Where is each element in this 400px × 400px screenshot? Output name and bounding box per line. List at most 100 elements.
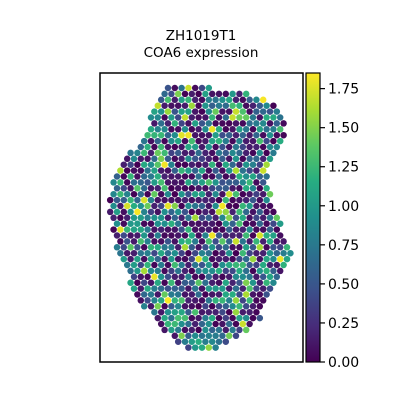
expression-spot	[212, 131, 219, 139]
expression-spot	[127, 196, 134, 204]
expression-spot	[151, 273, 158, 281]
expression-spot	[212, 332, 219, 340]
expression-spot	[198, 190, 206, 198]
expression-spot	[157, 190, 165, 198]
expression-spot	[181, 90, 189, 98]
expression-spot	[222, 114, 230, 121]
expression-spot	[161, 114, 168, 121]
expression-spot	[253, 179, 260, 186]
expression-spot	[287, 249, 294, 257]
expression-spot	[229, 279, 236, 286]
expression-spot	[164, 297, 172, 304]
expression-spot	[208, 244, 216, 251]
expression-spot	[174, 114, 182, 121]
expression-spot	[168, 279, 175, 286]
expression-spot	[185, 179, 192, 186]
expression-spot	[263, 232, 270, 239]
expression-spot	[164, 249, 172, 257]
expression-spot	[168, 314, 175, 322]
expression-spot	[195, 90, 202, 98]
expression-spot	[232, 155, 240, 163]
expression-spot	[249, 102, 257, 109]
expression-spot	[212, 320, 219, 328]
expression-spot	[205, 344, 213, 351]
expression-spot	[198, 320, 206, 328]
expression-spot	[164, 167, 172, 174]
expression-spot	[140, 149, 148, 157]
expression-spot	[168, 173, 175, 180]
expression-spot	[249, 173, 257, 180]
expression-spot	[219, 96, 226, 104]
expression-spot	[188, 102, 196, 109]
expression-spot	[168, 326, 175, 334]
expression-spot	[232, 190, 240, 198]
colorbar	[305, 72, 321, 363]
expression-spot	[181, 102, 189, 109]
expression-spot	[208, 196, 216, 204]
expression-spot	[185, 273, 192, 281]
expression-spot	[246, 249, 253, 257]
colorbar-tick-label: 1.50	[328, 121, 359, 137]
expression-spot	[151, 143, 158, 151]
expression-spot	[229, 102, 236, 109]
expression-spot	[212, 273, 219, 281]
expression-spot	[202, 255, 209, 263]
expression-spot	[198, 202, 206, 210]
expression-spot	[215, 314, 223, 322]
expression-spot	[191, 249, 199, 257]
expression-spot	[259, 167, 267, 174]
expression-spot	[249, 126, 257, 133]
expression-spot	[242, 126, 250, 133]
expression-spot	[256, 161, 264, 168]
expression-spot	[113, 220, 121, 227]
expression-spot	[246, 226, 253, 233]
expression-spot	[157, 120, 165, 127]
expression-spot	[178, 297, 185, 304]
expression-spot	[266, 226, 274, 233]
expression-spot	[120, 255, 128, 263]
expression-spot	[144, 214, 151, 222]
expression-spot	[229, 232, 236, 239]
expression-spot	[147, 279, 155, 286]
expression-spot	[266, 285, 274, 292]
expression-spot	[171, 261, 179, 269]
expression-spot	[195, 208, 202, 216]
expression-spot	[232, 108, 240, 115]
expression-spot	[147, 149, 155, 157]
expression-spot	[215, 232, 223, 239]
colorbar-tick-label: 0.25	[328, 316, 359, 332]
expression-spot	[188, 149, 196, 157]
expression-spot	[212, 167, 219, 174]
expression-spot	[188, 185, 196, 192]
expression-spot	[134, 279, 141, 286]
expression-spot	[181, 173, 189, 180]
expression-spot	[266, 214, 274, 222]
expression-spot	[191, 332, 199, 340]
expression-spot	[140, 244, 148, 251]
expression-spot	[273, 131, 281, 139]
expression-spot	[191, 179, 199, 186]
expression-spot	[205, 249, 213, 257]
expression-spot	[242, 196, 250, 204]
expression-spot	[212, 155, 219, 163]
expression-spot	[137, 273, 145, 281]
expression-spot	[249, 149, 257, 157]
expression-spot	[215, 149, 223, 157]
expression-spot	[181, 149, 189, 157]
expression-spot	[232, 131, 240, 139]
expression-spot	[205, 96, 213, 104]
expression-spot	[256, 303, 264, 310]
expression-spot	[202, 303, 209, 310]
expression-spot	[157, 273, 165, 281]
expression-spot	[195, 137, 202, 145]
expression-spot	[202, 196, 209, 204]
expression-spot	[134, 232, 141, 239]
expression-spot	[120, 161, 128, 168]
expression-spot	[273, 238, 281, 245]
expression-spot	[188, 326, 196, 334]
expression-spot	[266, 131, 274, 139]
expression-spot	[178, 190, 185, 198]
expression-spot	[164, 238, 172, 245]
expression-spot	[208, 114, 216, 121]
expression-spot	[208, 255, 216, 263]
